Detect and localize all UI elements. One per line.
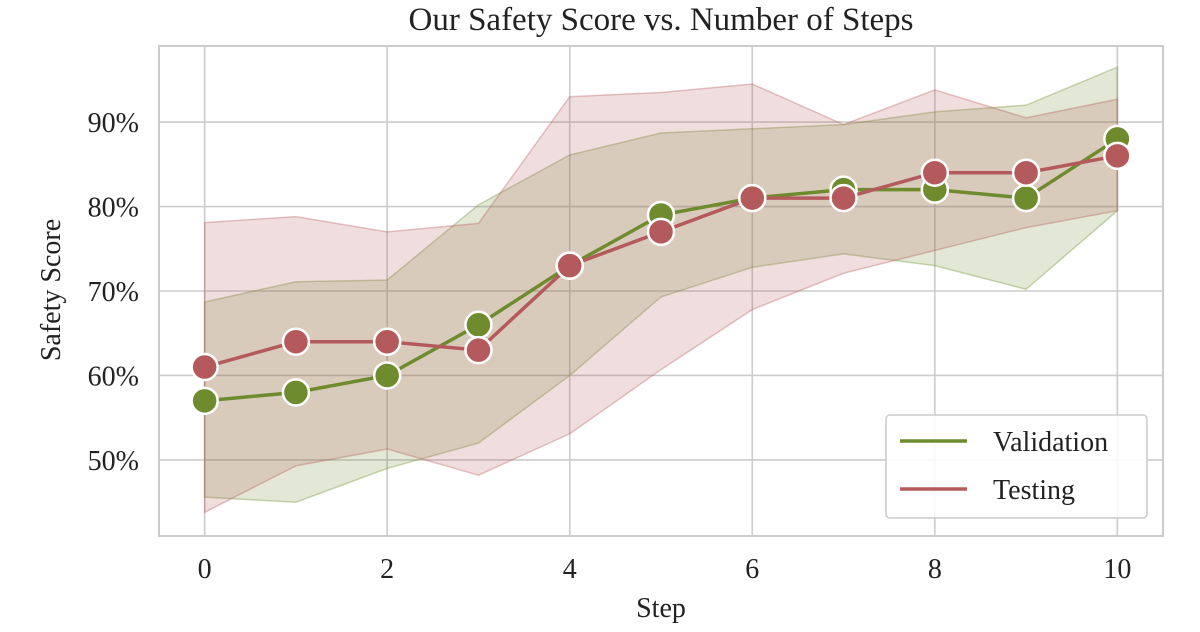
y-axis-label: Safety Score	[36, 219, 67, 361]
confidence-band-validation	[203, 65, 1119, 503]
chart-title: Our Safety Score vs. Number of Steps	[409, 2, 914, 38]
data-point-testing	[1103, 141, 1132, 171]
legend-label-validation: Validation	[993, 427, 1108, 458]
y-tick-label: 70%	[88, 277, 139, 308]
x-tick-label: 10	[1103, 554, 1131, 585]
y-tick-label: 50%	[88, 446, 139, 477]
data-point-testing	[646, 217, 676, 247]
x-tick-label: 8	[928, 554, 942, 585]
y-tick-label: 60%	[88, 361, 139, 392]
x-tick-label: 4	[563, 554, 577, 585]
data-point-testing	[920, 158, 950, 187]
legend: Validation Testing	[885, 414, 1148, 519]
y-tick-label: 80%	[88, 193, 139, 224]
data-point-validation	[372, 361, 402, 390]
y-tick-label: 90%	[88, 108, 139, 139]
x-tick-label: 6	[745, 554, 759, 585]
x-axis-label: Step	[636, 593, 686, 624]
data-point-testing	[372, 327, 402, 356]
data-point-testing	[738, 183, 767, 213]
plot-frame	[158, 45, 1164, 537]
tick-labels: 0 2 4 6 8 10 50% 60% 70% 80% 90%	[88, 108, 1132, 585]
data-point-testing	[555, 251, 584, 280]
x-tick-label: 2	[380, 554, 394, 585]
data-point-validation	[190, 386, 219, 416]
legend-label-testing: Testing	[993, 475, 1075, 506]
data-point-testing	[829, 183, 858, 213]
series-markers	[190, 124, 1132, 416]
data-point-testing	[190, 352, 219, 382]
data-point-testing	[1011, 158, 1041, 187]
data-point-validation	[464, 310, 493, 340]
data-point-testing	[281, 327, 311, 356]
data-point-validation	[281, 378, 311, 407]
x-tick-label: 0	[198, 554, 212, 585]
data-point-testing	[464, 335, 493, 365]
data-point-validation	[1011, 183, 1041, 213]
